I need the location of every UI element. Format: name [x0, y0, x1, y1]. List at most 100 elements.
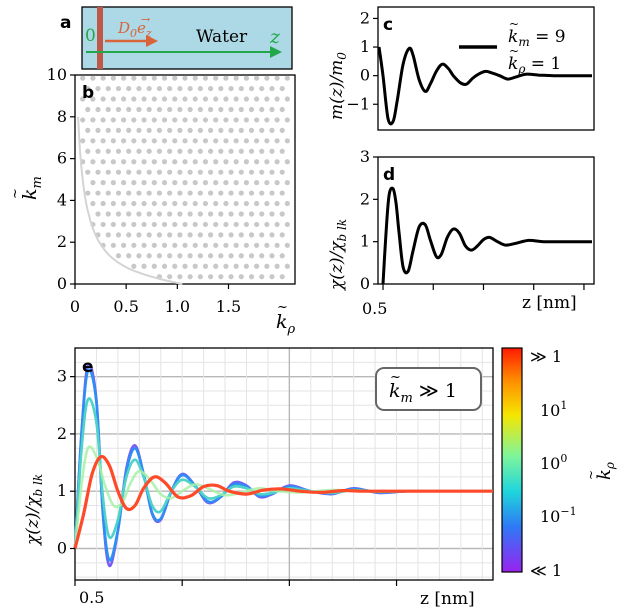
phase-dot-310	[126, 106, 132, 113]
phase-dot-7	[228, 274, 234, 280]
phase-dot-64	[284, 242, 290, 248]
phase-dot-29	[115, 253, 122, 259]
phase-dot-378	[192, 75, 198, 81]
phase-dot-10	[259, 274, 265, 280]
phase-dot-123	[90, 200, 96, 207]
phase-dot-253	[172, 138, 178, 144]
phase-dot-169	[151, 180, 157, 186]
phase-dot-19	[192, 263, 198, 269]
phase-dot-110	[156, 211, 163, 217]
phase-dot-358	[197, 85, 203, 92]
phase-dot-8	[238, 274, 244, 280]
phase-dot-176	[223, 180, 229, 186]
phase-dot-353	[146, 85, 152, 92]
phase-dot-73	[177, 232, 183, 238]
cbar-tick-1: 101	[540, 399, 567, 420]
phase-dot-61	[254, 242, 260, 248]
phase-dot-217	[223, 159, 229, 165]
phase-dot-361	[228, 85, 234, 92]
c-legend-km-tilde: ~	[509, 17, 519, 31]
phase-dot-321	[238, 106, 244, 113]
phase-dot-138	[243, 200, 249, 207]
d-ytick-label-0: 0	[360, 274, 370, 293]
phase-dot-144	[95, 190, 101, 196]
phase-dot-16	[161, 263, 168, 269]
phase-dot-198	[238, 169, 244, 175]
phase-dot-25	[254, 263, 260, 269]
b-xtick-label-1: 0.5	[113, 297, 138, 316]
b-ytick-label-1: 2	[57, 232, 67, 251]
phase-dot-339	[213, 96, 219, 102]
phase-dot-94	[192, 221, 198, 228]
cbar-tick-bottom: ≪ 1	[530, 561, 562, 580]
phase-dot-174	[202, 180, 209, 186]
phase-dot-132	[182, 200, 188, 207]
phase-dot-373	[141, 75, 147, 81]
phase-dot-136	[223, 200, 229, 207]
phase-dot-103	[284, 221, 290, 228]
phase-dot-384	[254, 75, 260, 81]
phase-dot-196	[218, 169, 224, 175]
phase-dot-105	[105, 211, 111, 217]
phase-dot-39	[218, 253, 224, 259]
panel-a: a 0 D0ez → Water z	[60, 6, 293, 70]
phase-dot-178	[243, 180, 249, 186]
phase-dot-128	[141, 200, 147, 207]
phase-dot-112	[177, 211, 183, 217]
phase-dot-251	[151, 138, 157, 144]
c-ytick-label-2: 1	[360, 37, 370, 56]
phase-dot-228	[126, 148, 132, 154]
phase-dot-141	[274, 200, 280, 207]
phase-dot-120	[259, 211, 265, 217]
phase-dot-180	[264, 180, 270, 186]
phase-dot-370	[110, 75, 116, 81]
phase-dot-215	[202, 159, 209, 165]
phase-dot-55	[192, 242, 198, 248]
phase-dot-290	[131, 117, 137, 123]
phase-dot-376	[172, 75, 178, 81]
phase-dot-59	[233, 242, 239, 248]
phase-dot-233	[177, 148, 183, 154]
phase-dot-314	[167, 106, 173, 113]
phase-dot-147	[126, 190, 132, 196]
phase-dot-115	[207, 211, 214, 217]
phase-dot-20	[202, 263, 209, 269]
phase-dot-6	[218, 274, 224, 280]
phase-dot-308	[105, 106, 111, 113]
phase-dot-44	[269, 253, 275, 259]
phase-dot-80	[248, 232, 255, 238]
phase-dot-188	[136, 169, 142, 175]
phase-dot-236	[207, 148, 214, 154]
phase-dot-230	[146, 148, 152, 154]
phase-dot-329	[110, 96, 116, 102]
phase-dot-92	[172, 221, 178, 228]
phase-dot-295	[182, 117, 188, 123]
b-xtick-label-3: 1.5	[216, 297, 241, 316]
phase-dot-152	[177, 190, 183, 196]
phase-dot-114	[197, 211, 203, 217]
c-ytick-label-3: 2	[360, 8, 370, 27]
phase-dot-142	[284, 200, 290, 207]
phase-dot-322	[248, 106, 255, 113]
phase-dot-18	[182, 263, 188, 269]
phase-dot-315	[177, 106, 183, 113]
phase-dot-104	[95, 211, 101, 217]
phase-dot-195	[207, 169, 214, 175]
phase-dot-271	[146, 127, 152, 133]
phase-dot-229	[136, 148, 142, 154]
phase-dot-249	[131, 138, 137, 144]
phase-dot-67	[115, 232, 122, 238]
phase-dot-100	[254, 221, 260, 228]
phase-dot-350	[115, 85, 122, 92]
vector-arrow-hat: →	[141, 13, 150, 26]
phase-dot-220	[254, 159, 260, 165]
cbar-tick-top: ≫ 1	[530, 347, 562, 366]
phase-dot-66	[105, 232, 111, 238]
phase-dot-165	[110, 180, 116, 186]
phase-boundary	[77, 116, 183, 285]
phase-dot-31	[136, 253, 142, 259]
phase-dot-254	[182, 138, 188, 144]
panel-b-letter: b	[82, 83, 94, 103]
phase-dot-324	[269, 106, 275, 113]
phase-dot-126	[121, 200, 127, 207]
